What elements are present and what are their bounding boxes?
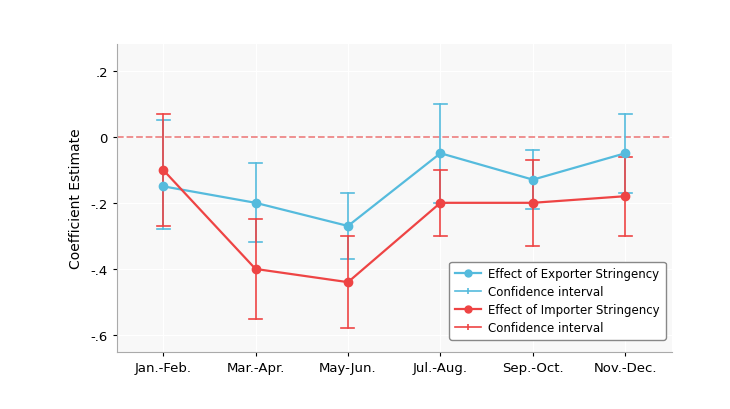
Legend: Effect of Exporter Stringency, Confidence interval, Effect of Importer Stringenc: Effect of Exporter Stringency, Confidenc… [449, 262, 666, 340]
Y-axis label: Coefficient Estimate: Coefficient Estimate [69, 128, 83, 268]
